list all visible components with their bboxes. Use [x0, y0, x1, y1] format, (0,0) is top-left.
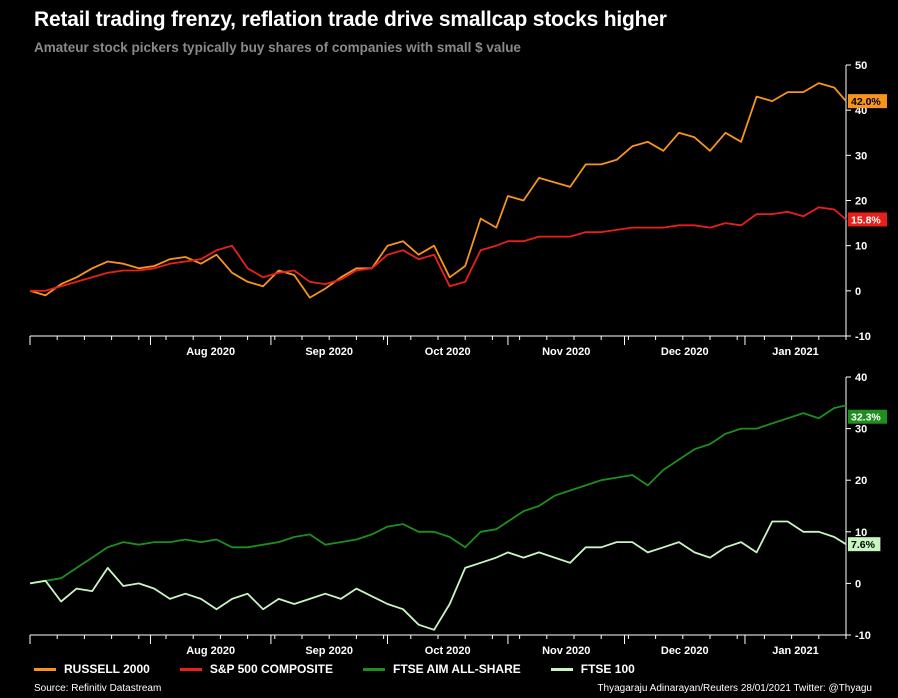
legend-swatch	[179, 667, 202, 671]
credit-note: Thyagaraju Adinarayan/Reuters 28/01/2021…	[597, 683, 872, 694]
x-tick-label: Dec 2020	[661, 346, 709, 358]
x-tick-label: Sep 2020	[305, 645, 353, 657]
legend-swatch	[550, 667, 573, 671]
x-tick-label: Sep 2020	[305, 346, 353, 358]
y-tick-label: 50	[855, 60, 867, 72]
end-label-box	[848, 409, 887, 424]
y-tick-label: 30	[855, 150, 867, 162]
source-note: Source: Refinitiv Datastream	[34, 683, 162, 694]
series-line-ftse-100	[29, 520, 847, 631]
x-tick-label: Nov 2020	[542, 346, 590, 358]
y-tick-label: -10	[855, 331, 871, 343]
y-tick-label: 30	[855, 424, 867, 436]
x-tick-label: Oct 2020	[425, 645, 471, 657]
y-tick-label: 40	[855, 372, 867, 384]
legend-swatch	[362, 667, 385, 671]
end-label-box	[848, 94, 887, 109]
legend-swatch	[34, 667, 56, 671]
legend-label: S&P 500 COMPOSITE	[209, 662, 333, 676]
x-tick-label: Jan 2021	[772, 346, 818, 358]
end-label-box	[848, 212, 887, 227]
chart-title: Retail trading frenzy, reflation trade d…	[34, 8, 667, 31]
legend-label: FTSE 100	[580, 662, 635, 676]
y-tick-label: 10	[855, 527, 867, 539]
bottom-chart-panel: Aug 2020 Sep 2020 Oct 2020 Nov 2020 Dec 2020…	[29, 372, 887, 657]
legend-item-russell-2000: RUSSELL 2000	[34, 662, 150, 676]
y-tick-label: 0	[855, 286, 861, 298]
legend: RUSSELL 2000 S&P 500 COMPOSITE FTSE AIM …	[34, 660, 665, 678]
x-tick-label: Aug 2020	[186, 645, 235, 657]
legend-item-ftse-aim: FTSE AIM ALL-SHARE	[362, 662, 521, 676]
x-tick-label: Nov 2020	[542, 645, 590, 657]
x-tick-label: Oct 2020	[425, 346, 471, 358]
legend-label: RUSSELL 2000	[64, 662, 150, 676]
x-tick-label: Aug 2020	[186, 346, 235, 358]
y-tick-label: -10	[855, 630, 871, 642]
x-tick-label: Dec 2020	[661, 645, 709, 657]
y-tick-label: 20	[855, 196, 867, 208]
legend-label: FTSE AIM ALL-SHARE	[392, 662, 521, 676]
series-line-russell-2000	[29, 82, 847, 299]
y-tick-label: 10	[855, 241, 867, 253]
series-line-ftse-aim-all-share	[29, 404, 847, 585]
end-label-russell-2000: 42.0%	[851, 96, 881, 108]
end-label-sandp-500-composite: 15.8%	[851, 214, 881, 226]
end-label-box	[848, 537, 881, 552]
y-tick-label: 20	[855, 475, 867, 487]
legend-item-ftse-100: FTSE 100	[550, 662, 635, 676]
x-tick-label: Jan 2021	[772, 645, 818, 657]
series-line-sandp-500-composite	[30, 206, 847, 292]
legend-item-sp500: S&P 500 COMPOSITE	[179, 662, 333, 676]
chart-subtitle: Amateur stock pickers typically buy shar…	[34, 40, 521, 55]
end-label-ftse-100: 7.6%	[851, 539, 876, 551]
y-tick-label: 0	[855, 578, 861, 590]
y-tick-label: 40	[855, 105, 867, 117]
end-label-ftse-aim-all-share: 32.3%	[851, 412, 881, 424]
top-chart-panel: Aug 2020 Sep 2020 Oct 2020 Nov 2020 Dec 2020…	[29, 60, 887, 358]
